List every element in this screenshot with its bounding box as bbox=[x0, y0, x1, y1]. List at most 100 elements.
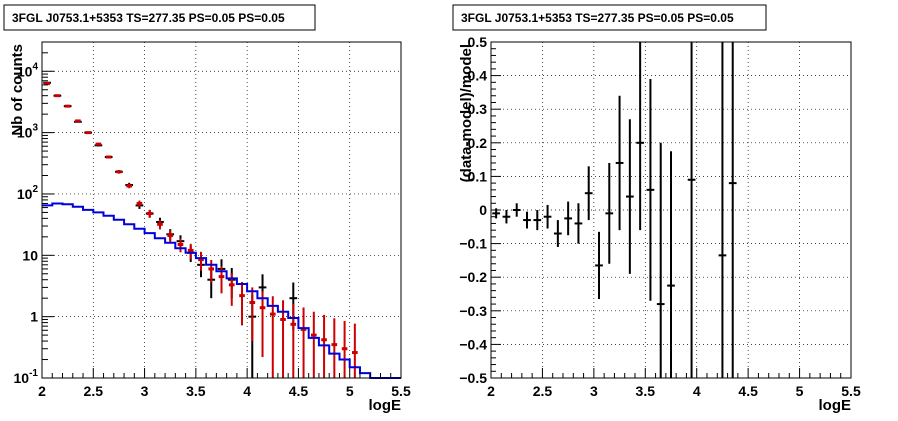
counts-y-tick-label: 10 bbox=[22, 247, 38, 263]
counts-panel: 3FGL J0753.1+5353 TS=277.35 PS=0.05 PS=0… bbox=[3, 4, 411, 414]
residual-y-tick-label: −0.5 bbox=[459, 370, 487, 386]
model-point bbox=[280, 300, 286, 378]
counts-x-tick-label: 4.5 bbox=[289, 383, 309, 399]
residual-x-tick-label: 4.5 bbox=[738, 383, 758, 399]
data-point bbox=[574, 203, 583, 244]
model-point bbox=[198, 251, 204, 271]
data-point bbox=[728, 42, 737, 378]
data-point bbox=[615, 95, 624, 231]
model-point bbox=[352, 323, 358, 378]
model-point bbox=[157, 220, 163, 230]
model-point bbox=[239, 281, 245, 326]
model-point bbox=[136, 200, 143, 207]
counts-x-tick-label: 5.5 bbox=[391, 383, 411, 399]
residual-y-tick-label: 0.2 bbox=[468, 135, 488, 151]
model-point bbox=[64, 104, 71, 108]
model-point bbox=[105, 155, 112, 159]
data-point bbox=[533, 210, 542, 231]
model-point bbox=[126, 183, 133, 189]
data-point bbox=[656, 142, 665, 378]
residual-y-tick-label: −0.4 bbox=[459, 336, 487, 352]
model-point bbox=[290, 303, 297, 378]
model-point bbox=[310, 311, 317, 378]
data-point bbox=[502, 210, 511, 224]
counts-y-tick-label: 10-1 bbox=[14, 368, 39, 386]
residual-y-tick-label: 0.5 bbox=[468, 34, 488, 50]
counts-x-tick-label: 3 bbox=[141, 383, 149, 399]
counts-grid bbox=[42, 42, 401, 378]
model-point bbox=[54, 94, 61, 98]
counts-marks bbox=[42, 81, 401, 379]
counts-title: 3FGL J0753.1+5353 TS=277.35 PS=0.05 PS=0… bbox=[12, 11, 285, 25]
model-point bbox=[167, 230, 174, 242]
counts-x-tick-label: 3.5 bbox=[186, 383, 206, 399]
residual-y-tick-label: −0.2 bbox=[459, 269, 487, 285]
model-point bbox=[95, 142, 102, 146]
model-point bbox=[249, 287, 256, 342]
model-point bbox=[44, 82, 50, 86]
data-point bbox=[564, 201, 572, 236]
counts-plot-frame bbox=[41, 41, 402, 379]
residual-y-axis-title: (data-model)/model bbox=[458, 44, 475, 182]
data-point bbox=[636, 42, 644, 231]
data-point bbox=[718, 42, 727, 378]
residual-y-tick-label: 0.3 bbox=[468, 101, 488, 117]
counts-x-tick-label: 2 bbox=[38, 383, 46, 399]
residual-y-tick-label: 0.4 bbox=[468, 68, 488, 84]
residual-series-0 bbox=[492, 42, 737, 378]
data-point bbox=[584, 166, 593, 221]
data-point bbox=[543, 204, 552, 229]
counts-x-tick-label: 4 bbox=[243, 383, 251, 399]
model-point bbox=[177, 238, 184, 253]
counts-x-tick-label: 5 bbox=[346, 383, 354, 399]
counts-x-axis-title: logE bbox=[369, 397, 402, 414]
residual-title: 3FGL J0753.1+5353 TS=277.35 PS=0.05 PS=0… bbox=[461, 11, 734, 25]
residual-x-tick-label: 3 bbox=[590, 383, 598, 399]
data-point bbox=[605, 162, 614, 264]
counts-y-axis-title: Nb of counts bbox=[9, 44, 26, 136]
counts-y-tick-label: 102 bbox=[17, 184, 39, 202]
counts-series-0 bbox=[43, 81, 298, 378]
counts-axes: 2 2.5 3 3.5 4 4.5 5 5.5 10-1 1 10 102 103 104 bbox=[14, 41, 411, 399]
residual-y-tick-label: −0.3 bbox=[459, 303, 487, 319]
data-point bbox=[595, 231, 603, 300]
residual-x-tick-label: 5 bbox=[796, 383, 804, 399]
residual-x-axis-title: logE bbox=[819, 397, 852, 414]
model-point bbox=[75, 119, 81, 123]
data-point bbox=[626, 119, 634, 274]
counts-y-tick-label: 103 bbox=[17, 123, 39, 141]
data-point bbox=[523, 211, 531, 229]
data-point bbox=[687, 42, 696, 378]
data-point bbox=[554, 220, 562, 247]
residual-x-tick-label: 2 bbox=[487, 383, 495, 399]
residual-axes: 2 2.5 3 3.5 4 4.5 5 5.5 −0.5 −0.4 −0.3 −0.2 −0.1 0 0.1… bbox=[459, 34, 861, 399]
residual-x-tick-label: 2.5 bbox=[533, 383, 553, 399]
residual-x-tick-label: 5.5 bbox=[841, 383, 861, 399]
model-point bbox=[146, 209, 153, 218]
model-point bbox=[341, 320, 348, 378]
residual-title-box bbox=[452, 4, 767, 31]
counts-y-tick-label: 104 bbox=[17, 61, 39, 79]
model-point bbox=[331, 318, 338, 378]
counts-series-1 bbox=[44, 82, 358, 378]
counts-title-box bbox=[3, 4, 316, 31]
residual-panel: 3FGL J0753.1+5353 TS=277.35 PS=0.05 PS=0… bbox=[452, 4, 861, 414]
data-point bbox=[667, 151, 675, 378]
model-point bbox=[259, 291, 266, 357]
residual-y-tick-label: −0.1 bbox=[459, 236, 487, 252]
residual-marks bbox=[492, 42, 737, 378]
data-point bbox=[646, 78, 655, 301]
model-point bbox=[116, 170, 122, 174]
model-point bbox=[300, 307, 307, 378]
residual-x-tick-label: 4 bbox=[693, 383, 701, 399]
counts-y-tick-label: 1 bbox=[30, 309, 38, 325]
residual-x-tick-label: 3.5 bbox=[636, 383, 656, 399]
counts-x-tick-label: 2.5 bbox=[84, 383, 104, 399]
residual-y-tick-label: 0.1 bbox=[468, 168, 488, 184]
model-point bbox=[85, 131, 91, 135]
model-point bbox=[321, 314, 327, 378]
data-point bbox=[512, 203, 521, 217]
model-point bbox=[269, 296, 276, 378]
residual-y-tick-label: 0 bbox=[479, 202, 487, 218]
